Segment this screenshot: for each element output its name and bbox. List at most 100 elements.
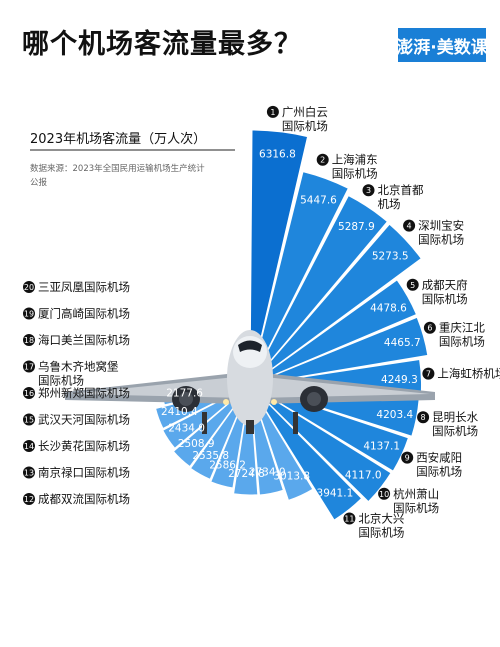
rank-number: 14 <box>24 442 34 451</box>
rank-badge <box>403 219 416 232</box>
rank-number: 12 <box>24 495 34 504</box>
rank-badge <box>23 466 35 479</box>
category-label-line: 厦门高崎国际机场 <box>38 307 130 321</box>
category-label-line: 国际机场 <box>332 167 378 181</box>
category-label-line: 北京大兴 <box>358 512 404 526</box>
category-label-16: 16 郑州新郑国际机场 <box>23 386 130 400</box>
category-label-15: 15 武汉天河国际机场 <box>23 413 130 427</box>
rank-badge <box>362 184 375 197</box>
value-label-20: 2177.6 <box>166 388 203 400</box>
rank-number: 15 <box>24 416 34 425</box>
bar-10 <box>249 384 392 503</box>
category-label-line: 成都双流国际机场 <box>38 492 130 506</box>
value-label-5: 4478.6 <box>370 302 407 314</box>
airplane-illustration <box>65 330 435 434</box>
bar-5 <box>249 279 418 386</box>
rank-number: 9 <box>405 454 410 463</box>
bar-6 <box>249 316 429 386</box>
value-label-13: 2734.0 <box>249 467 286 479</box>
value-label-12: 3013.8 <box>273 471 310 483</box>
category-label-line: 上海浦东 <box>332 153 378 167</box>
rank-number: 17 <box>24 363 34 372</box>
rank-number: 19 <box>24 310 34 319</box>
rank-number: 1 <box>270 108 275 117</box>
rank-number: 13 <box>24 469 34 478</box>
category-label-line: 西安咸阳 <box>416 451 462 465</box>
category-label-line: 郑州新郑国际机场 <box>38 386 130 400</box>
rank-badge <box>23 413 35 426</box>
bar-4 <box>249 223 422 386</box>
rank-number: 8 <box>421 413 426 422</box>
rank-number: 6 <box>427 324 432 333</box>
rank-badge <box>23 493 35 505</box>
value-label-14: 2724.8 <box>228 468 265 480</box>
rank-number: 3 <box>366 186 371 195</box>
rank-badge <box>401 451 414 464</box>
category-label-line: 武汉天河国际机场 <box>38 413 130 427</box>
category-label-line: 成都天府 <box>422 278 468 292</box>
category-label-14: 14 长沙黄花国际机场 <box>23 439 130 453</box>
value-label-9: 4137.1 <box>363 441 400 453</box>
category-label-line: 长沙黄花国际机场 <box>38 439 130 453</box>
value-label-8: 4203.4 <box>376 409 413 421</box>
bar-11 <box>249 384 363 521</box>
category-label-line: 海口美兰国际机场 <box>38 333 130 347</box>
value-label-6: 4465.7 <box>384 337 421 349</box>
category-label-line: 国际机场 <box>358 526 404 540</box>
category-label-line: 广州白云 <box>282 105 328 119</box>
value-label-18: 2434.0 <box>168 422 205 434</box>
category-label-13: 13 南京禄口国际机场 <box>23 466 130 480</box>
value-label-10: 4117.0 <box>345 469 382 481</box>
category-label-line: 国际机场 <box>282 119 328 133</box>
value-label-7: 4249.3 <box>381 374 418 386</box>
value-label-2: 5447.6 <box>300 194 337 206</box>
category-label-12: 12 成都双流国际机场 <box>23 492 130 506</box>
rank-number: 5 <box>410 281 415 290</box>
rank-badge <box>23 440 35 452</box>
category-label-line: 国际机场 <box>38 374 84 388</box>
category-label-20: 20 三亚凤凰国际机场 <box>23 280 130 294</box>
rank-badge <box>343 512 356 525</box>
legend: 2023年机场客流量（万人次） 数据来源：2023年全国民用运输机场生产统计 公… <box>30 131 235 188</box>
bar-2 <box>249 170 349 386</box>
bar-3 <box>249 194 389 386</box>
bar-12 <box>249 384 314 502</box>
category-label-7: 7 上海虹桥机场 <box>422 367 500 381</box>
category-label-line: 国际机场 <box>416 465 462 479</box>
value-label-1: 6316.8 <box>259 149 296 161</box>
category-label-19: 19 厦门高崎国际机场 <box>23 307 130 321</box>
category-label-line: 国际机场 <box>393 501 439 515</box>
bar-17 <box>172 384 251 468</box>
category-label-line: 南京禄口国际机场 <box>38 466 130 480</box>
rank-badge <box>378 487 391 500</box>
value-label-11: 3941.1 <box>317 488 354 500</box>
category-label-line: 杭州萧山 <box>393 487 439 501</box>
rank-number: 2 <box>320 156 325 165</box>
source-line-1: 数据来源：2023年全国民用运输机场生产统计 <box>30 163 205 174</box>
category-label-line: 北京首都 <box>378 183 424 197</box>
category-label-line: 重庆江北 <box>439 321 485 335</box>
rank-number: 7 <box>426 370 431 379</box>
rank-badge <box>406 278 419 291</box>
category-label-line: 国际机场 <box>432 424 478 438</box>
rank-badge <box>266 105 279 118</box>
brand-logo: 澎湃·美数课 <box>396 28 488 62</box>
category-label-line: 国际机场 <box>422 292 468 306</box>
bar-9 <box>249 384 410 472</box>
bar-1 <box>249 129 309 386</box>
rank-number: 18 <box>24 336 34 345</box>
rank-badge <box>423 321 436 334</box>
value-label-17: 2508.9 <box>178 438 215 450</box>
value-label-4: 5273.5 <box>372 250 409 262</box>
rank-badge <box>23 387 35 399</box>
rank-badge <box>23 334 35 346</box>
category-label-line: 上海虹桥机场 <box>437 367 500 381</box>
